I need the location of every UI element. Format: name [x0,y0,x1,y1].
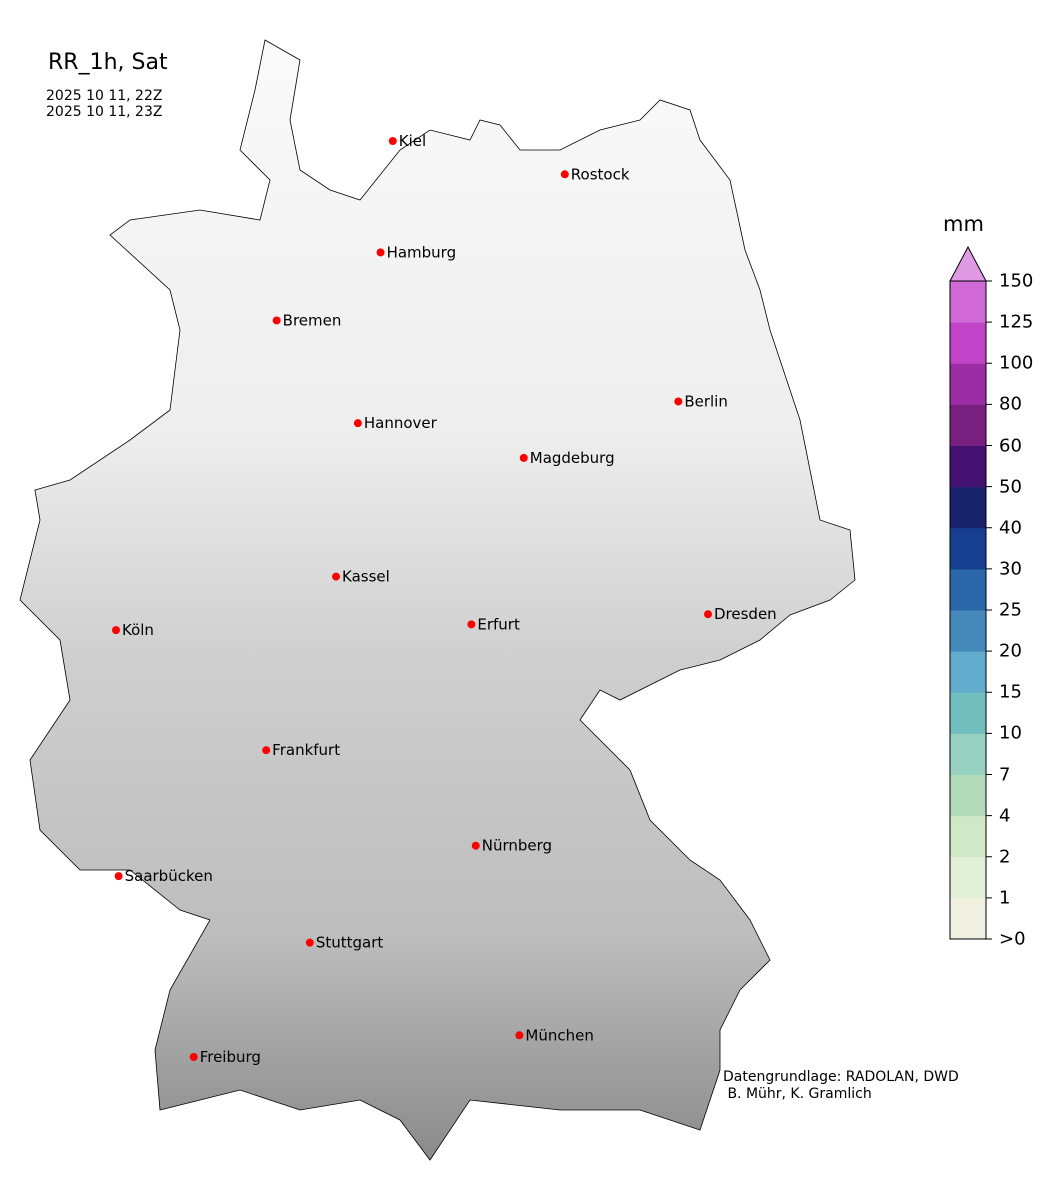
colorbar-segment [950,692,986,734]
city-marker [272,316,281,325]
colorbar-tick-label: 20 [999,640,1022,662]
colorbar-segment [950,856,986,899]
colorbar-tick-label: 10 [999,722,1022,744]
city-marker [262,746,271,755]
map-title: RR_1h, Sat [48,50,168,75]
city-marker [388,137,397,145]
colorbar-segment [950,568,986,611]
colorbar-segment [950,610,986,652]
colorbar-segment [950,815,986,858]
colorbar-segment [950,281,986,323]
colorbar-tick-label: >0 [999,928,1026,950]
city-marker [332,572,341,581]
city-label: Hamburg [387,243,457,261]
colorbar-segment [950,733,986,775]
city-label: Erfurt [477,615,520,633]
city-marker [376,248,385,257]
colorbar-tick-label: 80 [999,393,1022,415]
city-label: Köln [122,621,154,639]
colorbar-tick-label: 1 [999,887,1011,909]
colorbar-extend-arrow [949,245,987,282]
colorbar-tick-label: 50 [999,476,1022,498]
city-label: Freiburg [200,1048,261,1066]
city-marker [704,610,712,619]
germany-outline [19,39,856,1161]
city-label: Stuttgart [316,934,384,952]
colorbar-segment [950,897,986,940]
colorbar-segment [950,486,986,529]
colorbar-tick-label: 125 [999,311,1034,333]
city-label: Berlin [684,392,728,410]
time-start: 2025 10 11, 22Z [46,88,163,104]
colorbar-tick-label: 15 [999,681,1022,703]
time-end: 2025 10 11, 23Z [46,104,163,120]
city-label: Frankfurt [272,741,340,759]
city-label: Hannover [364,414,438,432]
city-label: Magdeburg [530,449,615,467]
city-label: Saarbücken [125,867,213,885]
colorbar-unit: mm [943,212,984,236]
city-marker [467,620,476,629]
colorbar-segment [950,527,986,570]
colorbar-tick-label: 30 [999,558,1022,580]
data-credit: Datengrundlage: RADOLAN, DWD B. Mühr, K.… [723,1069,959,1102]
city-marker [112,626,120,635]
colorbar-tick-label: 150 [999,270,1034,292]
colorbar-tick-label: 100 [999,352,1034,374]
city-marker [471,841,480,850]
colorbar-tick-label: 2 [999,846,1011,868]
city-marker [114,872,123,881]
city-label: München [525,1026,593,1044]
colorbar-segment [950,774,986,817]
city-marker [560,170,569,179]
colorbar-segment [950,651,986,693]
colorbar-tick-label: 40 [999,517,1022,539]
colorbar-tick-label: 7 [999,764,1011,785]
city-marker [519,453,528,462]
city-marker [515,1031,524,1040]
colorbar-tick-label: 4 [999,805,1011,827]
colorbar-segment [950,404,986,446]
colorbar-segment [950,363,986,405]
city-marker [189,1053,198,1061]
city-label: Dresden [714,605,777,623]
city-marker [353,419,362,428]
city-label: Nürnberg [482,837,552,855]
city-label: Bremen [283,311,342,329]
city-label: Kassel [342,568,390,586]
colorbar-segment [950,322,986,364]
city-marker [674,397,683,406]
city-label: Kiel [399,132,426,150]
colorbar-segment [950,445,986,488]
colorbar-tick-label: 25 [999,599,1022,621]
city-marker [305,938,314,947]
city-label: Rostock [571,165,630,183]
colorbar-tick-label: 60 [999,435,1022,456]
